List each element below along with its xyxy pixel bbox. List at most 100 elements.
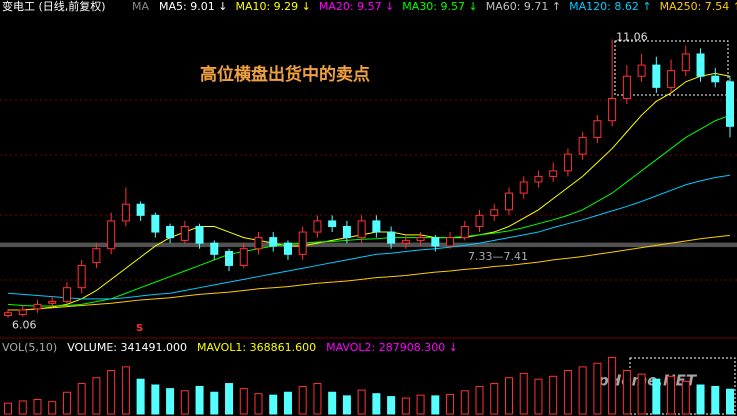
volume-bar: [372, 393, 381, 415]
volume-bar: [298, 385, 307, 415]
volume-bar: [726, 388, 734, 415]
volume-bar: [342, 395, 351, 415]
legend-item: MA60: 9.71 ↑: [486, 0, 561, 13]
candle-body: [357, 220, 366, 239]
candle-body: [696, 53, 705, 77]
candle-body: [92, 248, 101, 264]
candle-body: [121, 203, 130, 222]
volume-legend: MAVOL2: 287908.300 ↓: [326, 341, 458, 354]
volume-bar: [62, 391, 71, 415]
volume-bar: [121, 366, 130, 415]
chart-title: 高位横盘出货中的卖点: [200, 64, 370, 85]
candle-body: [210, 242, 219, 255]
legend-item: MA10: 9.29 ↓: [235, 0, 310, 13]
volume-bar: [180, 390, 189, 415]
volume-bar: [578, 366, 587, 415]
ma-label: MA: [132, 0, 149, 13]
legend-item: MA120: 8.62 ↑: [569, 0, 651, 13]
volume-bar: [254, 393, 263, 415]
volume-bar: [549, 375, 558, 415]
volume-bar: [667, 375, 676, 415]
legend-item: MA30: 9.57 ↓: [402, 0, 477, 13]
volume-bar: [504, 377, 513, 415]
volume-legend: MAVOL1: 368861.600: [197, 341, 316, 354]
candle-body: [652, 64, 661, 88]
candle-body: [549, 170, 558, 177]
candle-body: [18, 309, 27, 315]
candle-body: [446, 237, 455, 247]
candle-body: [33, 303, 42, 310]
candle-body: [195, 225, 204, 244]
candle-body: [416, 237, 425, 241]
candle-body: [519, 181, 528, 194]
ma-line: [8, 72, 731, 311]
candle-body: [681, 53, 690, 72]
volume-bar: [210, 391, 219, 415]
ma-line: [7, 174, 731, 300]
ma-line: [8, 234, 731, 311]
candle-body: [534, 175, 543, 183]
volume-bar: [166, 388, 175, 415]
volume-bar: [608, 356, 617, 415]
extreme-label: 6.06: [12, 319, 37, 332]
candle-body: [62, 287, 71, 303]
candle-body: [254, 237, 263, 250]
volume-title: VOL(5,10): [2, 341, 57, 354]
volume-bar: [475, 385, 484, 415]
candle-body: [77, 264, 86, 289]
candle-body: [608, 97, 617, 122]
volume-bar: [92, 377, 101, 415]
candle-body: [637, 64, 646, 77]
volume-bar: [313, 383, 322, 415]
volume-bar: [652, 378, 661, 415]
volume-bar: [622, 370, 631, 415]
volume-bar: [460, 390, 469, 415]
sell-signal: S: [136, 323, 143, 334]
candle-body: [401, 239, 410, 244]
volume-bar: [711, 385, 720, 415]
volume-bar: [681, 380, 690, 415]
volume-bar: [387, 396, 396, 415]
candle-body: [667, 70, 676, 88]
volume-bar: [696, 384, 705, 415]
candle-body: [328, 220, 337, 227]
candle-body: [239, 248, 248, 266]
candle-body: [269, 237, 278, 247]
volume-bar: [519, 372, 528, 415]
volume-bar: [490, 383, 499, 415]
volume-legend: VOLUME: 341491.000: [67, 341, 187, 354]
candle-body: [180, 225, 189, 241]
volume-bar: [431, 395, 440, 415]
volume-bar: [239, 388, 248, 415]
candle-body: [298, 231, 307, 255]
legend-item: MA5: 9.01 ↓: [159, 0, 227, 13]
volume-bar: [534, 378, 543, 415]
volume-bar: [401, 397, 410, 415]
candle-body: [313, 220, 322, 233]
candle-body: [431, 237, 440, 247]
band-label: 7.33—7.41: [468, 250, 528, 263]
highlight-box: [614, 40, 729, 96]
volume-bar: [151, 384, 160, 415]
candle-body: [563, 153, 572, 172]
volume-bar: [107, 370, 116, 415]
candle-body: [711, 75, 720, 83]
volume-bar: [283, 391, 292, 415]
candle-body: [151, 214, 160, 233]
volume-bar: [563, 370, 572, 415]
stock-name: 变电工 (日线,前复权): [2, 0, 106, 13]
volume-bar: [593, 362, 602, 415]
candle-body: [475, 214, 484, 227]
volume-bar: [33, 399, 42, 415]
ma-line: [7, 114, 731, 307]
volume-bar: [357, 389, 366, 415]
candle-body: [726, 81, 734, 127]
candle-body: [372, 220, 381, 233]
legend-item: MA20: 9.57 ↓: [319, 0, 394, 13]
volume-bar: [637, 373, 646, 415]
candle-body: [504, 192, 513, 211]
candle-body: [225, 251, 234, 266]
volume-bar: [77, 383, 86, 415]
volume-bar: [225, 383, 234, 415]
